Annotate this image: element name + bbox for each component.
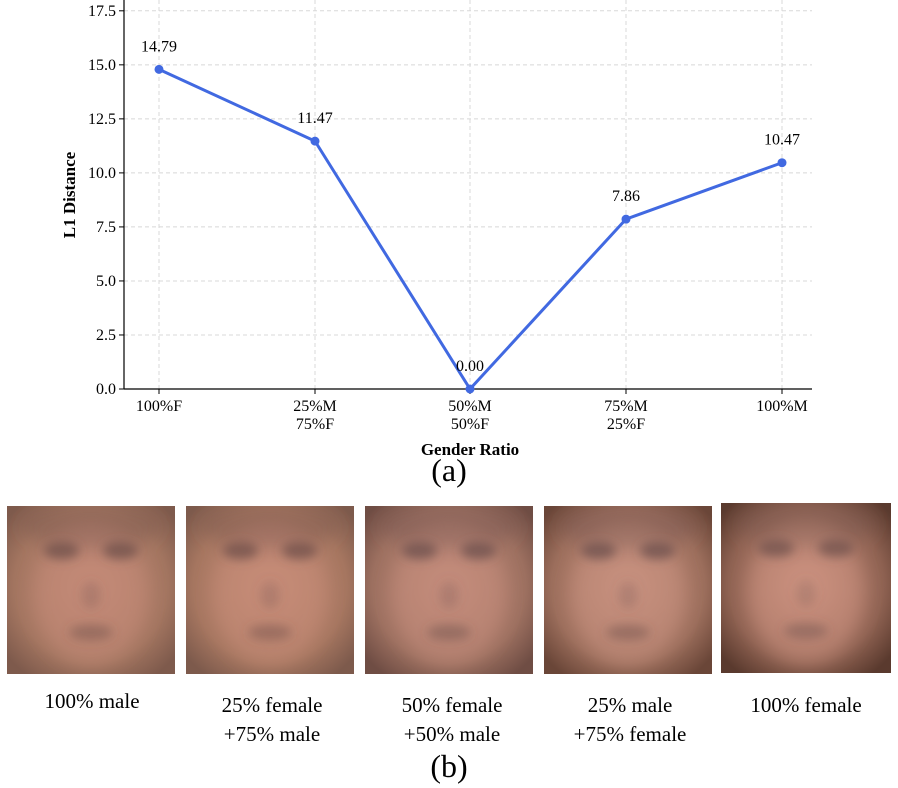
face-image bbox=[721, 503, 891, 673]
x-tick-label: 50%M 50%F bbox=[448, 398, 492, 433]
data-label: 7.86 bbox=[612, 188, 640, 205]
x-tick-label: 25%M 75%F bbox=[293, 398, 337, 433]
face-label: 25% male +75% female bbox=[573, 693, 687, 746]
y-tick-label: 12.5 bbox=[88, 111, 116, 128]
y-axis-title: L1 Distance bbox=[60, 151, 79, 238]
y-tick-label: 7.5 bbox=[96, 219, 116, 236]
caption-a: (a) bbox=[431, 452, 467, 488]
data-point bbox=[777, 158, 787, 168]
data-point bbox=[465, 384, 475, 394]
data-point bbox=[621, 214, 631, 224]
face-label: 50% female +50% male bbox=[401, 693, 503, 746]
data-label: 0.00 bbox=[456, 358, 484, 375]
series-line bbox=[158, 68, 783, 391]
x-tick-label-line: 50%M bbox=[448, 398, 492, 415]
y-tick-label: 10.0 bbox=[88, 165, 116, 182]
data-label: 11.47 bbox=[297, 110, 332, 127]
line-chart: 0.02.55.07.510.012.515.017.5 100%F 25%M 75… bbox=[60, 0, 812, 459]
x-tick-label: 100%F bbox=[136, 398, 182, 415]
x-tick-label-line: 75%M bbox=[604, 398, 648, 415]
data-labels: 14.79 11.47 0.00 7.86 10.47 bbox=[141, 38, 800, 375]
x-tick-labels: 100%F 25%M 75%F 50%M 50%F 75%M 25%F 100%M bbox=[136, 398, 808, 433]
y-tick-label: 15.0 bbox=[88, 57, 116, 74]
x-tick-label: 100%M bbox=[756, 398, 808, 415]
x-tick-label-line: 100%F bbox=[136, 398, 182, 415]
face-image bbox=[7, 506, 175, 674]
data-label: 14.79 bbox=[141, 38, 177, 55]
y-tick-label: 17.5 bbox=[88, 3, 116, 20]
face-label: 100% male bbox=[44, 689, 140, 713]
y-tick-label: 5.0 bbox=[96, 273, 116, 290]
data-point bbox=[310, 136, 320, 146]
face-label: 25% female +75% male bbox=[221, 693, 323, 746]
face-image bbox=[365, 506, 533, 674]
face-image bbox=[186, 506, 354, 674]
face-label: 100% female bbox=[750, 693, 862, 717]
x-tick-label-line: 75%F bbox=[296, 416, 334, 433]
x-tick-label: 75%M 25%F bbox=[604, 398, 648, 433]
x-tick-label-line: 25%M bbox=[293, 398, 337, 415]
x-tick-label-line: 100%M bbox=[756, 398, 808, 415]
data-series bbox=[154, 64, 787, 394]
x-axis-title: Gender Ratio bbox=[421, 440, 519, 459]
caption-b: (b) bbox=[430, 748, 468, 784]
x-tick-label-line: 25%F bbox=[607, 416, 645, 433]
y-tick-label: 2.5 bbox=[96, 327, 116, 344]
data-label: 10.47 bbox=[764, 132, 800, 149]
data-point bbox=[154, 64, 164, 74]
y-tick-labels: 0.0 2.5 5.0 7.5 10.0 12.5 15.0 17.5 bbox=[88, 3, 116, 398]
face-image bbox=[544, 506, 712, 674]
grid-lines bbox=[124, 0, 812, 390]
y-tick-label: 0.0 bbox=[96, 381, 116, 398]
x-tick-label-line: 50%F bbox=[451, 416, 489, 433]
